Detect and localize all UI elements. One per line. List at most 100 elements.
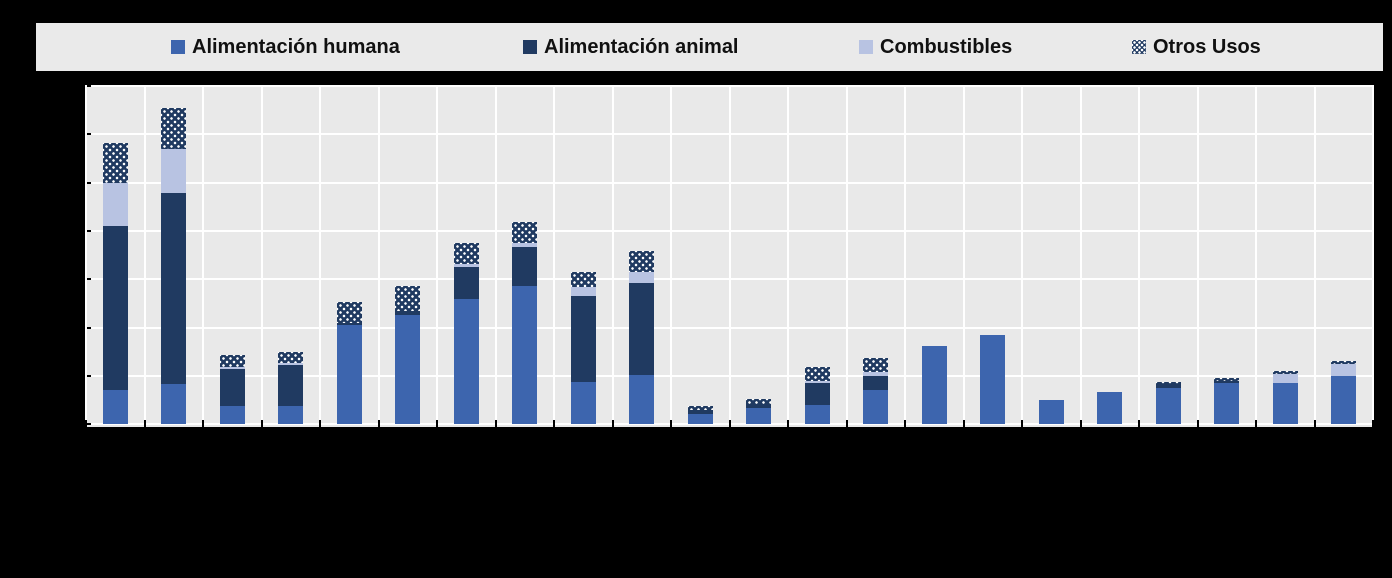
bar-segment-otros-usos bbox=[453, 243, 479, 264]
chart-legend: Alimentación humana Alimentación animal Co… bbox=[36, 23, 1383, 71]
gridline-vertical bbox=[1138, 85, 1140, 427]
bar-segment-alimentaci-n-humana bbox=[219, 405, 245, 424]
gridline-vertical bbox=[144, 85, 146, 427]
legend-swatch-icon bbox=[859, 40, 873, 54]
category-slot bbox=[964, 85, 1023, 427]
bar-segment-otros-usos bbox=[1155, 381, 1181, 385]
bar-segment-alimentaci-n-animal bbox=[102, 225, 128, 391]
bar-segment-alimentaci-n-animal bbox=[453, 266, 479, 300]
gridline-vertical bbox=[85, 85, 87, 427]
gridline-vertical bbox=[846, 85, 848, 427]
gridline-vertical bbox=[612, 85, 614, 427]
category-slot bbox=[437, 85, 496, 427]
bar-segment-alimentaci-n-animal bbox=[570, 295, 596, 383]
gridline-vertical bbox=[729, 85, 731, 427]
gridline-vertical bbox=[553, 85, 555, 427]
x-axis-tick bbox=[612, 420, 614, 431]
bar-segment-otros-usos bbox=[1272, 370, 1298, 374]
bar-segment-alimentaci-n-humana bbox=[1214, 383, 1240, 424]
gridline-vertical bbox=[904, 85, 906, 427]
bar-segment-otros-usos bbox=[804, 367, 830, 381]
bar-segment-combustibles bbox=[1272, 373, 1298, 384]
bar-segment-combustibles bbox=[219, 367, 245, 369]
bar-segment-combustibles bbox=[629, 272, 655, 283]
bar-segment-alimentaci-n-animal bbox=[336, 322, 362, 326]
x-axis-tick bbox=[1138, 420, 1140, 431]
bar-segment-alimentaci-n-humana bbox=[980, 335, 1006, 424]
x-axis-tick bbox=[85, 420, 87, 431]
x-axis-tick bbox=[1372, 420, 1374, 431]
x-axis-tick bbox=[436, 420, 438, 431]
gridline-vertical bbox=[963, 85, 965, 427]
x-axis-tick bbox=[1314, 420, 1316, 431]
bar-segment-alimentaci-n-humana bbox=[1097, 392, 1123, 424]
bar-segment-otros-usos bbox=[102, 142, 128, 183]
bar-segment-alimentaci-n-animal bbox=[746, 403, 772, 408]
gridline-vertical bbox=[787, 85, 789, 427]
bar-stack bbox=[336, 302, 362, 424]
category-slot bbox=[1198, 85, 1257, 427]
bar-segment-alimentaci-n-humana bbox=[1038, 399, 1064, 424]
gridline-vertical bbox=[495, 85, 497, 427]
bar-stack bbox=[1272, 370, 1298, 424]
bar-segment-alimentaci-n-humana bbox=[746, 407, 772, 424]
x-axis-tick bbox=[729, 420, 731, 431]
bar-segment-alimentaci-n-animal bbox=[687, 410, 713, 415]
bar-segment-combustibles bbox=[453, 263, 479, 267]
bar-segment-alimentaci-n-animal bbox=[1214, 380, 1240, 384]
gridline-vertical bbox=[1080, 85, 1082, 427]
bar-segment-otros-usos bbox=[161, 108, 187, 149]
x-axis-tick bbox=[1255, 420, 1257, 431]
gridline-vertical bbox=[202, 85, 204, 427]
category-slot bbox=[1315, 85, 1374, 427]
gridline-vertical bbox=[436, 85, 438, 427]
category-slot bbox=[730, 85, 789, 427]
x-axis-tick bbox=[495, 420, 497, 431]
category-slot bbox=[86, 85, 145, 427]
bar-segment-alimentaci-n-animal bbox=[395, 310, 421, 315]
bar-segment-alimentaci-n-humana bbox=[570, 382, 596, 424]
bar-segment-alimentaci-n-animal bbox=[161, 193, 187, 385]
bar-segment-alimentaci-n-humana bbox=[1155, 388, 1181, 424]
bar-segment-alimentaci-n-humana bbox=[395, 314, 421, 424]
category-slot bbox=[145, 85, 204, 427]
category-slot bbox=[1256, 85, 1315, 427]
bar-segment-combustibles bbox=[1331, 364, 1357, 376]
category-slot bbox=[554, 85, 613, 427]
bar-segment-alimentaci-n-animal bbox=[804, 383, 830, 405]
legend-item-3: Combustibles bbox=[859, 23, 1012, 71]
bar-segment-combustibles bbox=[863, 371, 889, 376]
x-axis-tick bbox=[846, 420, 848, 431]
bar-segment-alimentaci-n-humana bbox=[1272, 383, 1298, 424]
bar-segment-alimentaci-n-animal bbox=[863, 375, 889, 391]
bar-stack bbox=[512, 222, 538, 424]
x-axis-tick bbox=[1197, 420, 1199, 431]
bar-segment-alimentaci-n-humana bbox=[102, 390, 128, 424]
category-slot bbox=[613, 85, 672, 427]
bar-stack bbox=[570, 272, 596, 424]
x-axis-tick bbox=[261, 420, 263, 431]
x-axis-tick bbox=[670, 420, 672, 431]
category-slot bbox=[1022, 85, 1081, 427]
category-slot bbox=[379, 85, 438, 427]
bar-segment-alimentaci-n-animal bbox=[278, 365, 304, 406]
category-slot bbox=[847, 85, 906, 427]
legend-label: Combustibles bbox=[880, 35, 1013, 58]
bar-segment-otros-usos bbox=[1331, 361, 1357, 365]
bar-stack bbox=[1097, 392, 1123, 424]
category-slot bbox=[1081, 85, 1140, 427]
bar-stack bbox=[804, 367, 830, 424]
x-axis-tick bbox=[553, 420, 555, 431]
gridline-vertical bbox=[1372, 85, 1374, 427]
bar-segment-otros-usos bbox=[746, 398, 772, 404]
x-axis-tick bbox=[202, 420, 204, 431]
category-slot bbox=[905, 85, 964, 427]
bar-segment-alimentaci-n-humana bbox=[512, 285, 538, 424]
bar-segment-otros-usos bbox=[395, 285, 421, 311]
bar-segment-alimentaci-n-humana bbox=[921, 345, 947, 424]
bar-stack bbox=[1038, 399, 1064, 424]
x-axis-tick bbox=[787, 420, 789, 431]
legend-label: Alimentación animal bbox=[544, 35, 739, 58]
bar-segment-alimentaci-n-humana bbox=[278, 405, 304, 424]
